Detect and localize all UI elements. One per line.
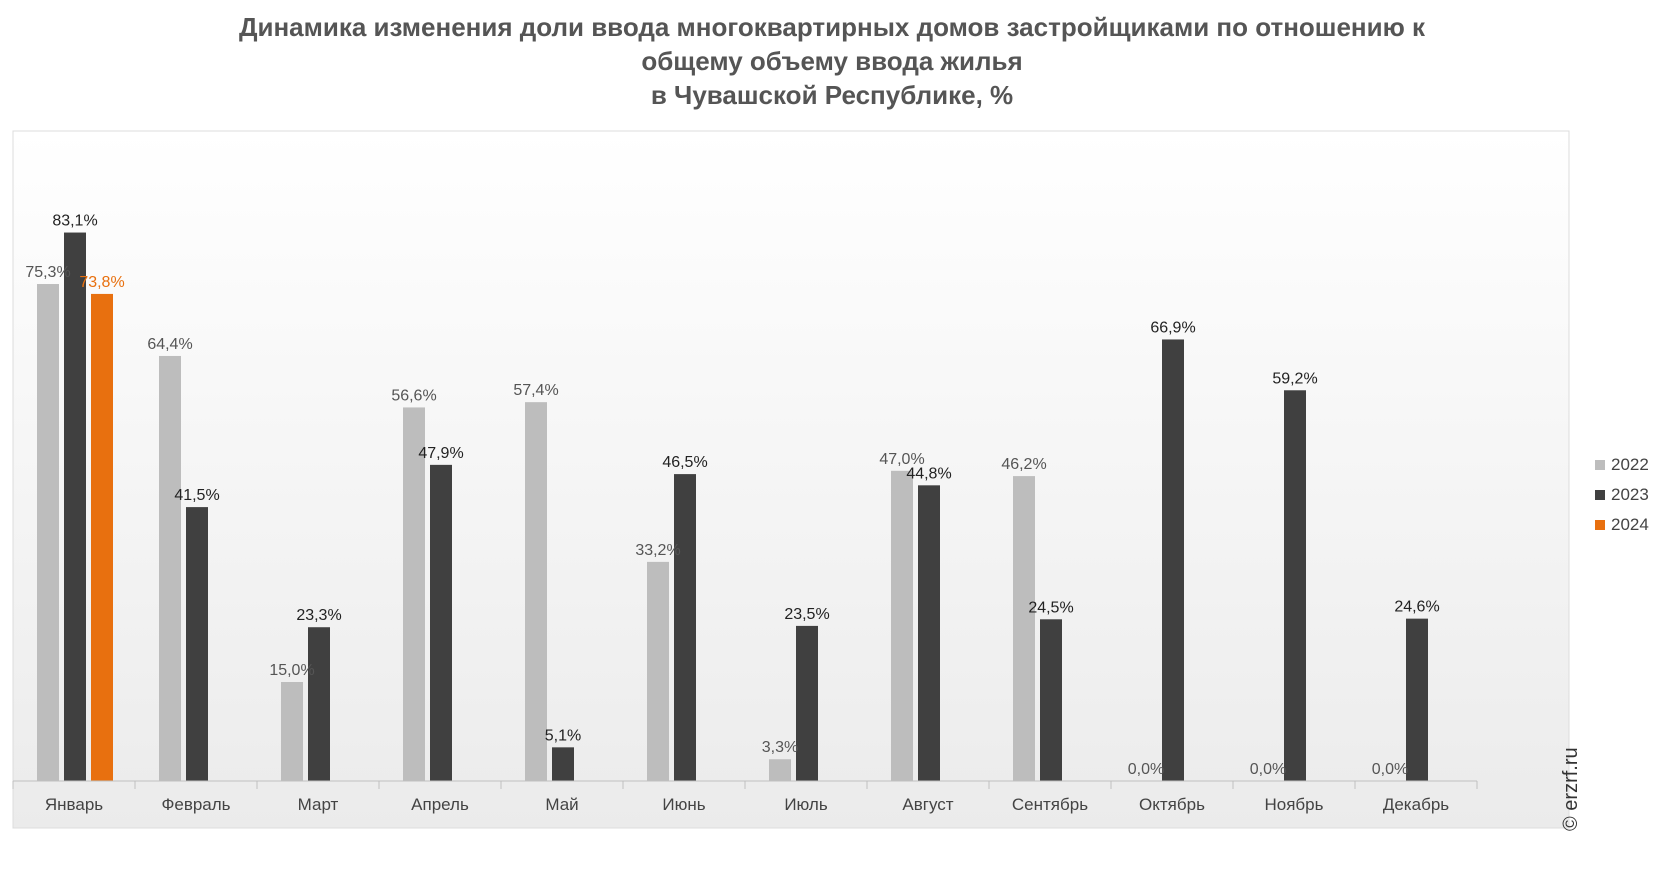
x-tick-label: Ноябрь [1265,795,1324,814]
x-tick-label: Апрель [411,795,469,814]
bar-2022 [159,355,181,781]
bar-2022 [281,682,303,781]
bar-2023 [64,232,86,782]
x-tick-label: Май [545,795,578,814]
bar-2023 [1162,339,1184,781]
bar-2023 [430,464,452,781]
data-label: 0,0% [1250,761,1286,778]
data-label: 56,6% [391,387,436,404]
bar-2022 [769,759,791,781]
x-tick-label: Март [298,795,339,814]
bar-2023 [674,474,696,781]
data-label: 23,3% [296,607,341,624]
data-label: 44,8% [906,465,951,482]
x-tick-label: Февраль [161,795,230,814]
data-label: 57,4% [513,382,558,399]
x-tick-label: Август [902,795,953,814]
bar-2023 [918,485,940,781]
data-label: 73,8% [79,274,124,291]
bar-2022 [37,284,59,781]
bar-2022 [525,402,547,781]
bar-2022 [891,470,913,781]
bar-2023 [186,507,208,781]
data-label: 3,3% [762,739,798,756]
data-label: 41,5% [174,487,219,504]
bar-2023 [308,627,330,781]
data-label: 0,0% [1128,761,1164,778]
legend-swatch [1595,520,1605,530]
chart-title: Динамика изменения доли ввода многокварт… [0,10,1664,112]
legend-item-2022: 2022 [1595,450,1649,480]
data-label: 46,2% [1001,456,1046,473]
bar-2023 [1406,618,1428,781]
bar-2022 [647,561,669,781]
legend-swatch [1595,460,1605,470]
data-label: 23,5% [784,606,829,623]
x-tick-label: Июнь [662,795,705,814]
chart-title-line-1: Динамика изменения доли ввода многокварт… [238,12,1426,42]
legend-item-2023: 2023 [1595,480,1649,510]
legend-label: 2024 [1611,515,1649,534]
x-tick-label: Октябрь [1139,795,1205,814]
data-label: 24,6% [1394,599,1439,616]
x-tick-label: Июль [784,795,828,814]
data-label: 33,2% [635,542,680,559]
data-label: 5,1% [545,727,581,744]
chart-title-line-2: общему объему ввода жилья [641,46,1023,76]
bar-2023 [796,625,818,781]
bar-2022 [1013,476,1035,781]
data-label: 46,5% [662,454,707,471]
data-label: 24,5% [1028,599,1073,616]
x-tick-label: Январь [45,795,103,814]
bar-2023 [552,747,574,781]
copyright-text: © erzrf.ru [1560,747,1582,831]
legend-item-2024: 2024 [1595,510,1649,540]
data-label: 0,0% [1372,761,1408,778]
legend-swatch [1595,490,1605,500]
data-label: 66,9% [1150,319,1195,336]
bar-2023 [1284,390,1306,781]
data-label: 83,1% [52,213,97,230]
data-label: 64,4% [147,336,192,353]
data-label: 47,0% [879,451,924,468]
data-label: 15,0% [269,662,314,679]
chart-title-line-3: в Чувашской Республике, % [650,80,1014,110]
data-label: 75,3% [25,264,70,281]
bar-2023 [1040,619,1062,781]
x-tick-label: Декабрь [1383,795,1449,814]
bar-2022 [403,407,425,781]
bar-2024 [91,293,113,781]
x-tick-label: Сентябрь [1012,795,1088,814]
data-label: 59,2% [1272,370,1317,387]
legend: 2022 2023 2024 [1595,450,1649,540]
plot-area [12,130,1570,829]
legend-label: 2022 [1611,455,1649,474]
data-label: 47,9% [418,445,463,462]
legend-label: 2023 [1611,485,1649,504]
